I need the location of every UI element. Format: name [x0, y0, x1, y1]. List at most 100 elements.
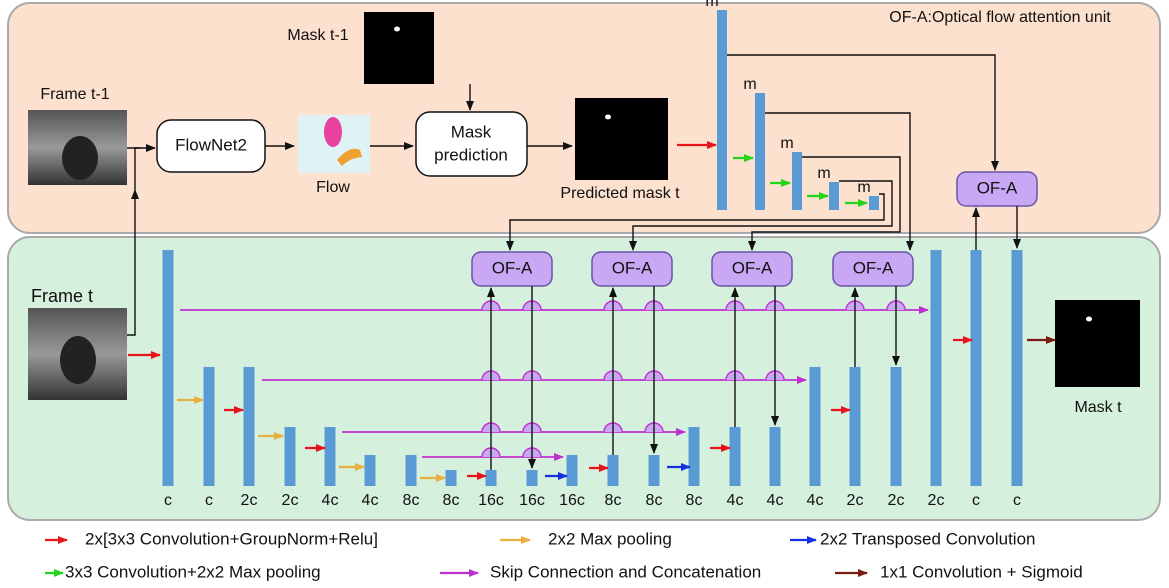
legend-text: 1x1 Convolution + Sigmoid [880, 562, 1083, 581]
ofa-box [956, 171, 1038, 207]
ofa-text: OF-A [977, 178, 1018, 197]
unet-bar [445, 470, 457, 486]
arrow [506, 193, 885, 251]
bar-label: 4c [727, 492, 744, 509]
legend-text: 2x2 Transposed Convolution [820, 529, 1035, 548]
legend: 2x[3x3 Convolution+GroupNorm+Relu] 2x2 Ma… [45, 529, 1083, 581]
bar-label: c [1013, 492, 1021, 509]
unet-bar [485, 470, 497, 486]
unet-bar [849, 367, 861, 486]
connector [134, 147, 140, 190]
frame-label: Frame t [31, 286, 93, 306]
bar-label: 2c [241, 492, 258, 509]
ofa-box [711, 251, 793, 287]
bar-label: m [857, 179, 870, 196]
unet-bar [243, 367, 255, 486]
bar-label: m [780, 135, 793, 152]
bar-label: 4c [807, 492, 824, 509]
unet-bar [688, 427, 700, 486]
ofa-text: OF-A [853, 258, 894, 277]
unet-bar [284, 427, 296, 486]
arrow [127, 189, 139, 336]
ofa-text: OF-A [612, 258, 653, 277]
bar-label: 8c [605, 492, 622, 509]
legend-text: 2x2 Max pooling [548, 529, 672, 548]
mask-prev-label: Mask t-1 [287, 27, 348, 44]
flow-label: Flow [316, 179, 350, 196]
bar-label: 4c [767, 492, 784, 509]
mask-prev-image [364, 12, 434, 84]
ofa-text: OF-A [492, 258, 533, 277]
unet-bar [607, 455, 619, 486]
bar-label: c [205, 492, 213, 509]
unet-bar [162, 250, 174, 486]
bar-label: 4c [322, 492, 339, 509]
mask-prediction-text: prediction [434, 145, 508, 164]
unet-bar [930, 250, 942, 486]
mask-label: Mask t [1074, 399, 1122, 416]
unet-bar [809, 367, 821, 486]
bar-label: 16c [559, 492, 585, 509]
unet-bar [729, 427, 741, 486]
unet-bar [648, 455, 660, 486]
ofa-box [832, 251, 914, 287]
unet-bar [970, 250, 982, 486]
predicted-mask-label: Predicted mask t [560, 185, 680, 202]
flownet-text: FlowNet2 [175, 135, 247, 154]
flow-blob [324, 117, 342, 147]
ofa-box [591, 251, 673, 287]
bar-label: 4c [362, 492, 379, 509]
bar-label: 8c [443, 492, 460, 509]
bar-label: 2c [928, 492, 945, 509]
bar-label: 2c [282, 492, 299, 509]
unet-bar [364, 455, 376, 486]
unet-bar [324, 427, 336, 486]
bar-label: 8c [403, 492, 420, 509]
encoder-bar [869, 196, 879, 210]
unet-bar [566, 455, 578, 486]
encoder-bar [755, 93, 765, 210]
bar-label: c [164, 492, 172, 509]
bottom-panel [7, 236, 1161, 521]
arrow [748, 156, 901, 251]
arrow [765, 112, 914, 251]
arrow [629, 180, 893, 251]
frame-detail [60, 336, 96, 384]
ofa-text: OF-A [732, 258, 773, 277]
mask-dot [1086, 316, 1092, 322]
mask-dot [605, 114, 611, 120]
unet-bar [526, 470, 538, 486]
mask-image [1055, 300, 1140, 387]
bar-label: c [972, 492, 980, 509]
legend-text: 2x[3x3 Convolution+GroupNorm+Relu] [85, 529, 378, 548]
encoder-bar [792, 152, 802, 210]
mask-dot [394, 26, 400, 32]
legend-text: Skip Connection and Concatenation [490, 562, 761, 581]
bar-label: 16c [519, 492, 545, 509]
encoder-bar [829, 182, 839, 210]
legend-text: 3x3 Convolution+2x2 Max pooling [65, 562, 321, 581]
unet-bar [203, 367, 215, 486]
flow-blob [337, 148, 362, 166]
bar-label: m [817, 165, 830, 182]
encoder-bar [717, 10, 727, 210]
bar-label: 8c [646, 492, 663, 509]
bar-label: 2c [888, 492, 905, 509]
bar-label: 16c [478, 492, 504, 509]
unet-bar [405, 455, 417, 486]
mask-prediction-text: Mask [451, 122, 492, 141]
bar-label: m [705, 0, 718, 10]
unet-bar [1011, 250, 1023, 486]
unet-bar [769, 427, 781, 486]
frame-prev-label: Frame t-1 [40, 86, 109, 103]
ofa-note: OF-A:Optical flow attention unit [889, 9, 1111, 26]
arrow [727, 54, 999, 171]
frame-prev-detail [62, 136, 98, 180]
bar-label: m [743, 76, 756, 93]
ofa-box [471, 251, 553, 287]
bar-label: 8c [686, 492, 703, 509]
predicted-mask-image [575, 98, 668, 180]
bar-label: 2c [847, 492, 864, 509]
unet-bar [890, 367, 902, 486]
